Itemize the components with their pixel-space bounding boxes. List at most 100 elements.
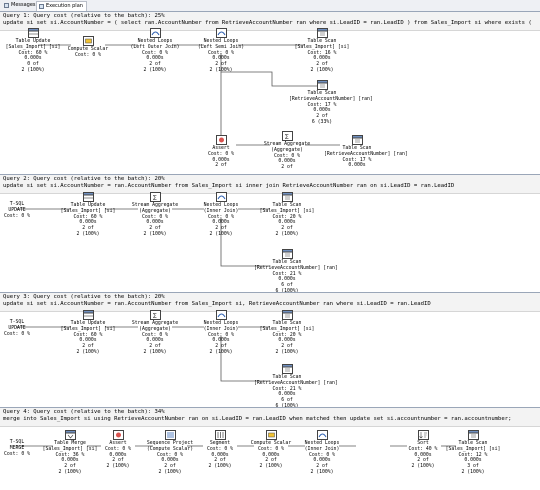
q4-segment-op[interactable]: Segment Cost: 0 % 0.000s 2 of 2 (100%) (187, 430, 253, 470)
q1-update-name: Table Update (15, 39, 51, 44)
q4-seqproj-type: (Compute Scalar) (146, 446, 194, 452)
q2-table-update-op[interactable]: Table Update [Sales_Import] [si] Cost: 6… (55, 192, 121, 238)
q2-stream-aggregate-op[interactable]: Σ Stream Aggregate (Aggregate) Cost: 0 %… (122, 192, 188, 238)
query-4-header: Query 4: Query cost (relative to the bat… (0, 408, 540, 427)
q4-sort-rows: 2 of (417, 458, 429, 464)
q3-scan-si-rows: 2 of (281, 344, 293, 350)
q1-nl-outer-name: Nested Loops (137, 39, 173, 44)
query-3-sql: update si set si.AccountNumber = ran.Acc… (3, 301, 431, 307)
q2-scan-si-time: 0.000s (278, 220, 296, 226)
q1-nl-semi-type: (Left Semi Join) (197, 44, 245, 50)
query-1-sql: update si set si.AccountNumber = ( selec… (3, 20, 532, 26)
tab-execution-plan[interactable]: Execution plan (36, 1, 87, 11)
q2-scan-ran-est: 6 (100%) (275, 288, 299, 294)
q3-stream-name: Stream Aggregate (131, 321, 179, 326)
q2-update-rows: 2 of (82, 226, 94, 232)
q3-nl-name: Nested Loops (203, 321, 239, 326)
q3-stream-rows: 2 of (149, 344, 161, 350)
q4-sort-cost: Cost: 40 % (408, 446, 438, 452)
q4-nl-type: (Inner Join) (304, 446, 340, 452)
q2-nl-time: 0.000s (212, 220, 230, 226)
nested-loops-icon (316, 430, 328, 440)
q4-table-merge-op[interactable]: Table Merge [Sales_Import] [si] Cost: 36… (37, 430, 103, 476)
q4-root-cost: Cost: 0 % (4, 451, 30, 457)
q1-stream-time: 0.000s (278, 159, 296, 165)
q1-stream-aggregate-op[interactable]: Σ Stream Aggregate (Aggregate) Cost: 0 %… (254, 131, 320, 171)
tab-messages[interactable]: Messages (2, 1, 39, 10)
table-scan-icon (281, 192, 293, 202)
q3-nested-loops-op[interactable]: Nested Loops (Inner Join) Cost: 0 % 0.00… (188, 310, 254, 356)
q1-assert-rows: 2 of (215, 163, 227, 169)
table-scan-icon (281, 249, 293, 259)
q1-scan-ran-time: 0.000s (313, 108, 331, 114)
q2-update-est: 2 (100%) (76, 231, 100, 237)
q3-table-scan-ran-op[interactable]: Table Scan [RetrieveAccountNumber] [ran]… (254, 364, 338, 410)
q4-assert-cost: Cost: 0 % (105, 446, 131, 452)
nested-loops-icon (215, 310, 227, 320)
q2-root-kind: T-SQL (9, 202, 25, 207)
q1-table-scan-ran2-op[interactable]: Table Scan [RetrieveAccountNumber] [ran]… (324, 135, 408, 169)
q1-nl-outer-est: 2 (100%) (143, 67, 167, 73)
q3-stream-cost: Cost: 0 % (142, 332, 168, 338)
q4-tsql-merge-root[interactable]: T-SQL MERGE Cost: 0 % (0, 440, 34, 457)
q1-scan-ran2-cost: Cost: 17 % (342, 157, 372, 163)
q3-nl-rows: 2 of (215, 344, 227, 350)
q4-sort-op[interactable]: Sort Cost: 40 % 0.000s 2 of 2 (100%) (390, 430, 456, 470)
q2-nl-cost: Cost: 0 % (208, 214, 234, 220)
q1-nl-semi-name: Nested Loops (203, 39, 239, 44)
q3-root-cost: Cost: 0 % (4, 331, 30, 337)
q4-compute-scalar-op[interactable]: Compute Scalar Cost: 0 % 0.000s 2 of 2 (… (238, 430, 304, 470)
q4-sequence-project-op[interactable]: Sequence Project (Compute Scalar) Cost: … (137, 430, 203, 476)
q2-scan-si-rows: 2 of (281, 226, 293, 232)
q4-nl-cost: Cost: 0 % (309, 452, 335, 458)
q3-update-rows: 2 of (82, 344, 94, 350)
q2-scan-si-cost: Cost: 20 % (272, 214, 302, 220)
svg-text:Σ: Σ (284, 133, 288, 141)
q1-table-scan-si-op[interactable]: Table Scan [Sales_Import] [si] Cost: 16 … (289, 28, 355, 74)
q1-assert-op[interactable]: Assert Cost: 0 % 0.000s 2 of (188, 135, 254, 169)
table-update-icon (27, 28, 39, 38)
q1-scan-si-object: [Sales_Import] [si] (294, 44, 350, 50)
q2-nested-loops-op[interactable]: Nested Loops (Inner Join) Cost: 0 % 0.00… (188, 192, 254, 238)
q3-table-update-op[interactable]: Table Update [Sales_Import] [si] Cost: 6… (55, 310, 121, 356)
q2-stream-type: (Aggregate) (139, 208, 171, 214)
q1-compute-scalar-op[interactable]: Compute Scalar Cost: 0 % (55, 36, 121, 59)
q1-table-scan-ran-op[interactable]: Table Scan [RetrieveAccountNumber] [ran]… (289, 80, 373, 126)
q4-seqproj-time: 0.000s (161, 458, 179, 464)
q4-scalar-est: 2 (100%) (259, 464, 283, 470)
q2-root-cost: Cost: 0 % (4, 213, 30, 219)
q3-table-scan-si-op[interactable]: Table Scan [Sales_Import] [si] Cost: 20 … (254, 310, 320, 356)
q1-stream-cost: Cost: 0 % (274, 153, 300, 159)
q2-table-scan-ran-op[interactable]: Table Scan [RetrieveAccountNumber] [ran]… (254, 249, 338, 295)
q1-nested-loops-semi-op[interactable]: Nested Loops (Left Semi Join) Cost: 0 % … (188, 28, 254, 74)
q2-tsql-update-root[interactable]: T-SQL UPDATE Cost: 0 % (0, 202, 34, 219)
q4-seqproj-name: Sequence Project (146, 441, 194, 446)
tab-messages-label: Messages (11, 2, 36, 8)
q2-scan-ran-object: [RetrieveAccountNumber] [ran] (254, 265, 338, 271)
q3-stream-time: 0.000s (146, 338, 164, 344)
q3-stream-aggregate-op[interactable]: Σ Stream Aggregate (Aggregate) Cost: 0 %… (122, 310, 188, 356)
q1-scan-si-time: 0.000s (313, 56, 331, 62)
q2-table-scan-si-op[interactable]: Table Scan [Sales_Import] [si] Cost: 20 … (254, 192, 320, 238)
table-scan-icon (316, 80, 328, 90)
q4-nested-loops-op[interactable]: Nested Loops (Inner Join) Cost: 0 % 0.00… (289, 430, 355, 476)
q4-scalar-name: Compute Scalar (250, 441, 292, 446)
q2-scan-si-est: 2 (100%) (275, 231, 299, 237)
q3-nl-time: 0.000s (212, 338, 230, 344)
q1-table-update-op[interactable]: Table Update [Sales_Import] [si] Cost: 6… (0, 28, 66, 74)
q4-sort-est: 2 (100%) (411, 464, 435, 470)
q1-update-time: 0.000s (24, 56, 42, 62)
assert-icon (215, 135, 227, 145)
q4-assert-op[interactable]: Assert Cost: 0 % 0.000s 2 of 2 (100%) (85, 430, 151, 470)
sequence-project-icon (164, 430, 176, 440)
q3-tsql-update-root[interactable]: T-SQL UPDATE Cost: 0 % (0, 320, 34, 337)
q4-segment-time: 0.000s (211, 452, 229, 458)
q1-scan-ran-cost: Cost: 17 % (307, 102, 337, 108)
q3-update-time: 0.000s (79, 338, 97, 344)
q4-scan-si-time: 0.000s (464, 458, 482, 464)
q1-nested-loops-outer-op[interactable]: Nested Loops (Left Outer Join) Cost: 0 %… (122, 28, 188, 74)
q4-scan-si-object: [Sales_Import] [si] (445, 446, 501, 452)
table-update-icon (82, 192, 94, 202)
q4-table-scan-si-op[interactable]: Table Scan [Sales_Import] [si] Cost: 12 … (440, 430, 506, 476)
q1-nl-semi-est: 2 (100%) (209, 67, 233, 73)
